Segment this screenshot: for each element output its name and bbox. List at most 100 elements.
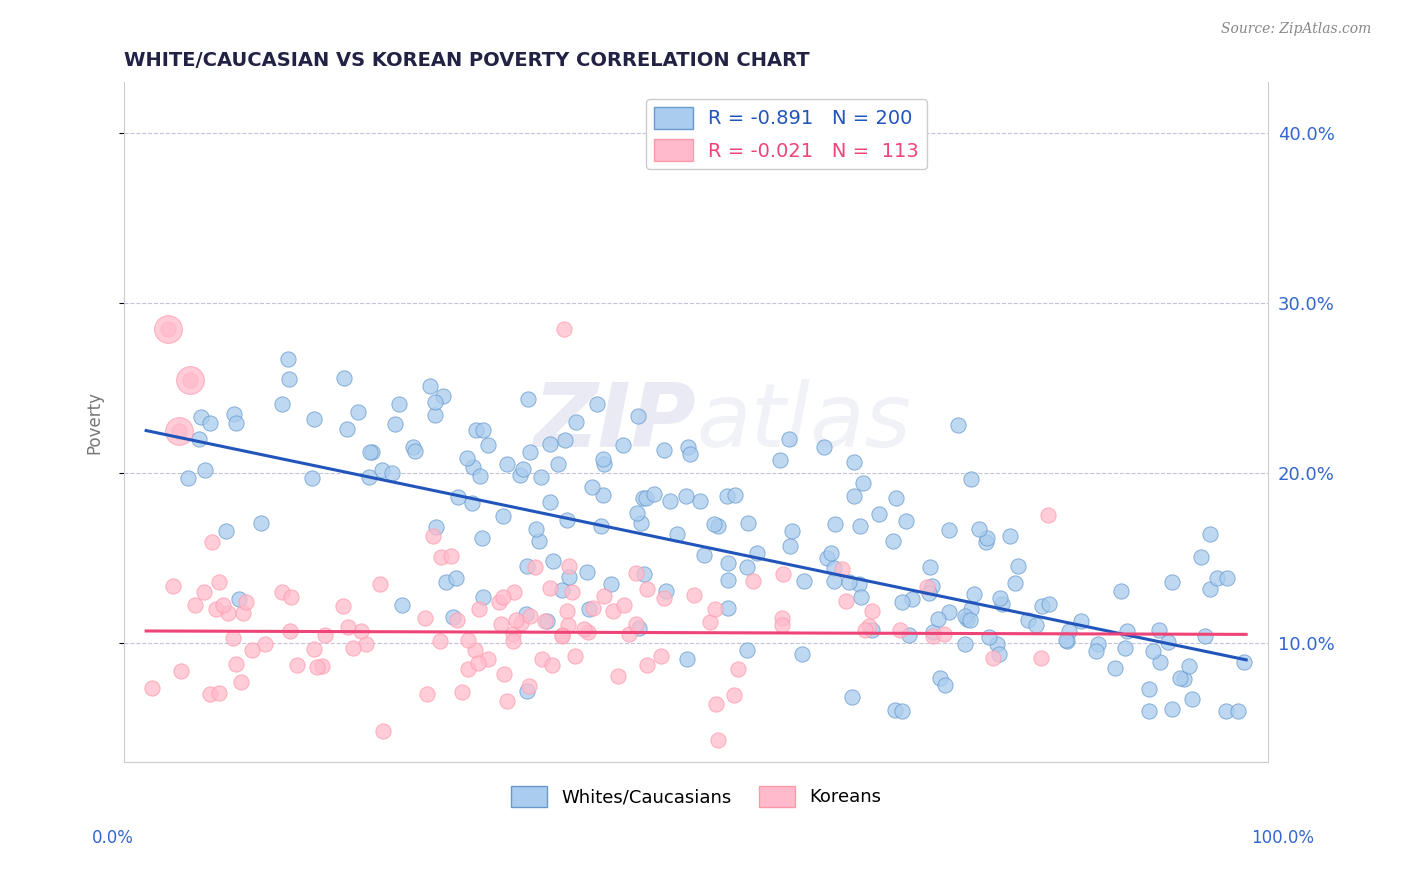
- Point: [652, 591, 675, 606]
- Point: [429, 633, 451, 648]
- Text: 100.0%: 100.0%: [1251, 829, 1315, 847]
- Point: [706, 697, 728, 711]
- Point: [215, 524, 238, 538]
- Point: [541, 658, 564, 673]
- Point: [502, 627, 524, 641]
- Point: [934, 627, 956, 641]
- Point: [1137, 682, 1160, 697]
- Point: [235, 594, 257, 608]
- Point: [1000, 529, 1022, 543]
- Point: [884, 703, 907, 717]
- Point: [1017, 613, 1039, 627]
- Point: [666, 526, 689, 541]
- Point: [564, 415, 586, 429]
- Point: [889, 623, 911, 637]
- Point: [900, 591, 922, 606]
- Point: [860, 604, 883, 618]
- Point: [278, 371, 301, 385]
- Point: [495, 457, 517, 471]
- Point: [557, 617, 579, 632]
- Point: [477, 652, 499, 666]
- Point: [643, 487, 665, 501]
- Point: [1109, 583, 1132, 598]
- Point: [769, 452, 792, 467]
- Point: [472, 590, 495, 604]
- Point: [921, 625, 943, 640]
- Point: [922, 629, 945, 643]
- Point: [538, 495, 561, 509]
- Point: [772, 567, 794, 582]
- Point: [533, 614, 555, 628]
- Point: [607, 669, 630, 683]
- Point: [491, 616, 513, 631]
- Point: [959, 614, 981, 628]
- Point: [612, 438, 634, 452]
- Point: [361, 445, 384, 459]
- Point: [977, 630, 1000, 644]
- Point: [572, 623, 595, 637]
- Point: [302, 641, 325, 656]
- Point: [707, 519, 730, 533]
- Point: [517, 679, 540, 693]
- Point: [1139, 704, 1161, 718]
- Point: [225, 416, 247, 430]
- Point: [208, 574, 231, 589]
- Point: [423, 395, 446, 409]
- Point: [419, 379, 441, 393]
- Point: [553, 321, 575, 335]
- Point: [198, 416, 221, 430]
- Point: [314, 628, 336, 642]
- Point: [1199, 527, 1222, 541]
- Point: [707, 732, 730, 747]
- Point: [991, 597, 1014, 611]
- Point: [815, 550, 838, 565]
- Point: [918, 586, 941, 600]
- Point: [1059, 624, 1081, 638]
- Text: WHITE/CAUCASIAN VS KOREAN POVERTY CORRELATION CHART: WHITE/CAUCASIAN VS KOREAN POVERTY CORREL…: [124, 51, 810, 70]
- Point: [190, 409, 212, 424]
- Point: [1149, 655, 1171, 669]
- Point: [689, 494, 711, 508]
- Point: [170, 664, 193, 678]
- Point: [898, 628, 921, 642]
- Point: [527, 533, 550, 548]
- Point: [460, 496, 482, 510]
- Point: [1070, 614, 1092, 628]
- Point: [576, 624, 599, 639]
- Point: [841, 690, 863, 704]
- Point: [724, 487, 747, 501]
- Point: [495, 694, 517, 708]
- Text: 0.0%: 0.0%: [91, 829, 134, 847]
- Point: [1161, 574, 1184, 589]
- Point: [547, 458, 569, 472]
- Point: [311, 659, 333, 673]
- Point: [853, 624, 876, 638]
- Point: [1025, 617, 1047, 632]
- Point: [402, 440, 425, 454]
- Point: [627, 621, 650, 635]
- Point: [1194, 629, 1216, 643]
- Point: [333, 371, 356, 385]
- Point: [509, 615, 531, 630]
- Point: [652, 442, 675, 457]
- Point: [1170, 671, 1192, 685]
- Point: [1157, 635, 1180, 649]
- Point: [471, 531, 494, 545]
- Point: [962, 587, 984, 601]
- Point: [502, 585, 524, 599]
- Point: [456, 451, 478, 466]
- Point: [444, 571, 467, 585]
- Point: [558, 559, 581, 574]
- Point: [509, 467, 531, 482]
- Point: [967, 522, 990, 536]
- Point: [955, 637, 977, 651]
- Point: [959, 602, 981, 616]
- Point: [477, 438, 499, 452]
- Point: [371, 723, 394, 738]
- Point: [727, 662, 749, 676]
- Point: [915, 580, 938, 594]
- Point: [388, 397, 411, 411]
- Point: [157, 321, 180, 335]
- Point: [593, 589, 616, 603]
- Point: [538, 436, 561, 450]
